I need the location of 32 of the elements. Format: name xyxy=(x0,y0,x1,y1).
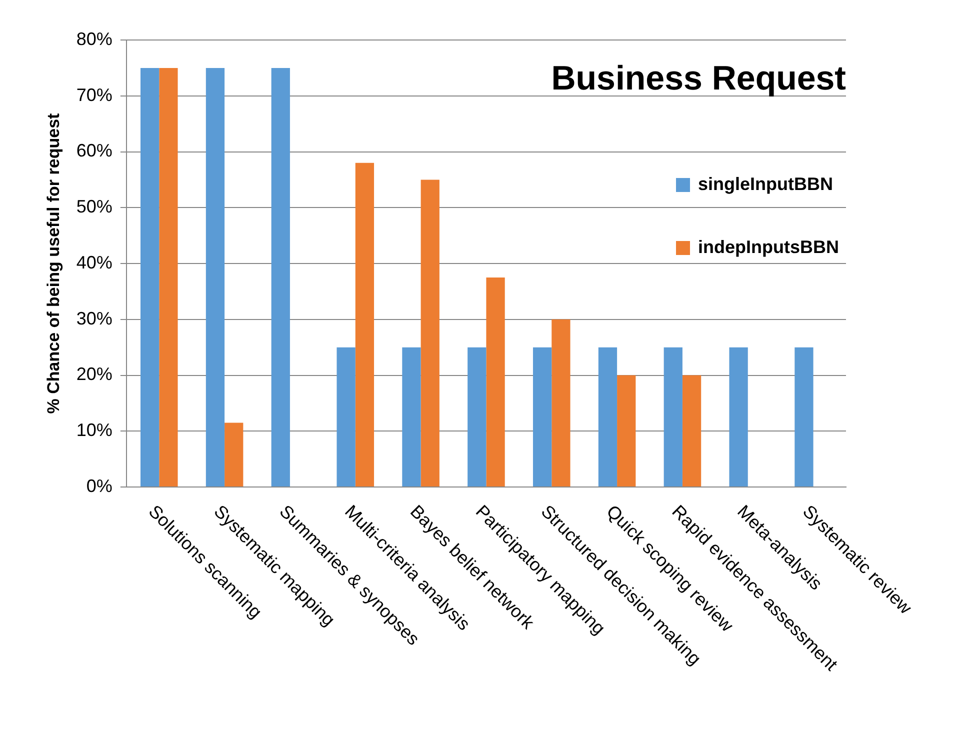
y-tick-label: 30% xyxy=(76,308,112,328)
y-tick-label: 50% xyxy=(76,196,112,217)
bar xyxy=(468,347,486,486)
bar xyxy=(486,277,505,486)
bar xyxy=(402,347,421,486)
bar xyxy=(271,68,290,486)
bar xyxy=(355,162,374,486)
bar xyxy=(617,375,636,486)
bar xyxy=(336,347,356,486)
bar xyxy=(532,347,552,486)
bar xyxy=(682,375,702,486)
bar xyxy=(729,347,748,486)
y-tick-label: 0% xyxy=(86,476,112,496)
bar xyxy=(552,319,570,486)
bar xyxy=(224,422,244,486)
y-tick-label: 40% xyxy=(76,252,112,272)
bar xyxy=(206,68,225,486)
bar xyxy=(794,347,814,486)
y-axis-title: % Chance of being useful for request xyxy=(44,112,63,414)
bar xyxy=(664,347,682,486)
bar xyxy=(598,347,618,486)
bar xyxy=(159,68,178,486)
y-tick-label: 80% xyxy=(76,28,112,49)
bar xyxy=(420,180,440,486)
y-tick-label: 70% xyxy=(76,84,112,105)
y-tick-label: 10% xyxy=(76,420,112,440)
text: Business Request xyxy=(551,59,846,98)
y-tick-label: 20% xyxy=(76,364,112,384)
legend-label: singleInputBBN xyxy=(698,174,833,194)
y-tick-label: 60% xyxy=(76,140,112,161)
legend-label: indepInputsBBN xyxy=(698,236,839,257)
bar xyxy=(140,68,160,486)
